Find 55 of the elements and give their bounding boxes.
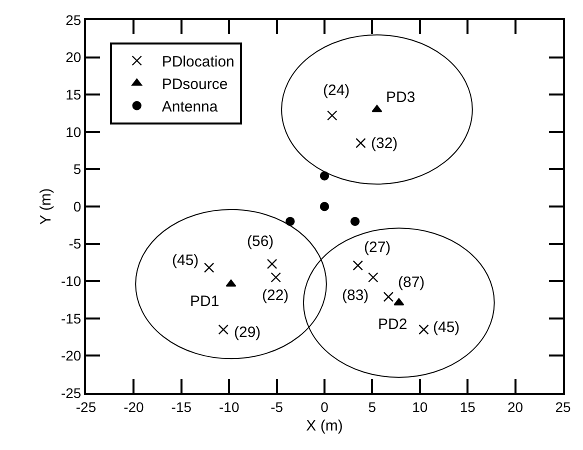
x-tick-label: 20 — [508, 398, 524, 415]
annotation: PD2 — [378, 316, 408, 333]
legend-label: PDlocation — [162, 53, 234, 70]
y-tick-label: 5 — [73, 161, 82, 178]
y-tick-label: 0 — [73, 198, 82, 214]
legend-label: Antenna — [162, 98, 218, 116]
y-tick-label: -15 — [60, 310, 82, 326]
point — [286, 216, 295, 226]
point — [327, 110, 338, 121]
x-tick-label: -10 — [218, 398, 240, 415]
point — [356, 138, 366, 148]
x-tick-label: 5 — [368, 398, 376, 415]
x-tick-label: -5 — [270, 398, 284, 415]
point — [372, 104, 382, 112]
x-tick-label: -20 — [124, 398, 144, 415]
point — [226, 279, 236, 287]
annotation: (83) — [342, 287, 369, 304]
annotation: (56) — [247, 233, 274, 250]
annotation: (32) — [371, 135, 398, 152]
point — [320, 202, 330, 212]
annotation: (29) — [234, 324, 261, 341]
y-axis-title: Y (m) — [38, 188, 55, 225]
y-tick-label: 20 — [66, 49, 82, 66]
y-tick-label: 15 — [66, 86, 82, 102]
x-tick-label: 25 — [555, 398, 571, 415]
point — [270, 272, 281, 282]
point — [418, 324, 429, 335]
x-tick-label: 15 — [460, 398, 476, 415]
point — [204, 262, 214, 273]
y-tick-label: -25 — [60, 384, 82, 401]
point — [350, 216, 360, 226]
point — [383, 292, 394, 302]
point — [266, 258, 278, 270]
x-tick-label: 0 — [320, 398, 329, 415]
y-tick-label: 25 — [66, 12, 82, 28]
annotation: (27) — [364, 239, 391, 256]
x-tick-label: 10 — [412, 398, 428, 415]
y-tick-label: -20 — [60, 348, 82, 364]
y-tick-label: -5 — [68, 236, 82, 252]
annotation: (22) — [262, 287, 289, 304]
x-axis-title: X (m) — [306, 417, 343, 434]
legend-label: PDsource — [162, 76, 228, 93]
annotation: (45) — [172, 252, 199, 269]
point — [352, 260, 363, 271]
y-tick-label: -10 — [60, 273, 82, 289]
annotation: (45) — [433, 319, 460, 336]
point — [218, 324, 228, 335]
point — [320, 171, 330, 181]
annotation: (87) — [398, 274, 425, 291]
annotation: PD1 — [190, 293, 220, 310]
x-tick-label: -15 — [171, 398, 192, 415]
y-tick-label: 10 — [66, 124, 82, 140]
annotation: (24) — [323, 82, 350, 99]
point — [368, 272, 378, 282]
annotation: PD3 — [386, 89, 416, 106]
